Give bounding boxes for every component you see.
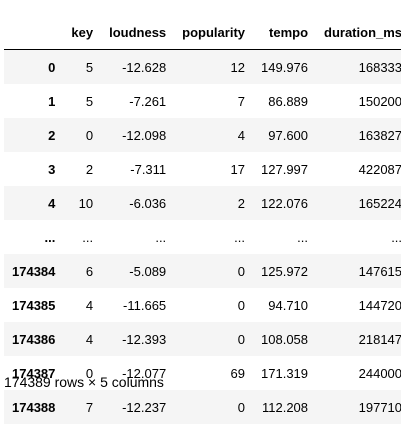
column-header-tempo: tempo	[253, 16, 316, 50]
column-header-popularity: popularity	[174, 16, 253, 50]
row-index: 174388	[4, 390, 63, 424]
table-cell: 2	[174, 186, 253, 220]
row-index: ...	[4, 220, 63, 254]
row-index: 174385	[4, 288, 63, 322]
table-cell: -12.098	[101, 118, 174, 152]
table-cell: 2	[63, 152, 101, 186]
row-index: 174386	[4, 322, 63, 356]
table-cell: 108.058	[253, 322, 316, 356]
table-cell: 163827	[316, 118, 401, 152]
table-cell: 69	[174, 356, 253, 390]
row-index: 0	[4, 50, 63, 85]
table-cell: -5.089	[101, 254, 174, 288]
table-cell: ...	[316, 220, 401, 254]
table-cell: 17	[174, 152, 253, 186]
table-cell: 4	[63, 288, 101, 322]
table-cell: 112.208	[253, 390, 316, 424]
table-cell: 197710	[316, 390, 401, 424]
table-cell: -12.237	[101, 390, 174, 424]
table-cell: 5	[63, 50, 101, 85]
table-cell: 97.600	[253, 118, 316, 152]
table-cell: 171.319	[253, 356, 316, 390]
table-cell: 0	[174, 288, 253, 322]
table-cell: 4	[63, 322, 101, 356]
table-cell: ...	[253, 220, 316, 254]
table-cell: 150200	[316, 84, 401, 118]
dataframe-shape-label: 174389 rows × 5 columns	[4, 374, 164, 390]
row-index: 2	[4, 118, 63, 152]
table-cell: ...	[174, 220, 253, 254]
table-cell: -12.393	[101, 322, 174, 356]
table-cell: 149.976	[253, 50, 316, 85]
table-cell: 7	[174, 84, 253, 118]
table-cell: 10	[63, 186, 101, 220]
row-index: 174384	[4, 254, 63, 288]
table-cell: 218147	[316, 322, 401, 356]
table-cell: 0	[174, 390, 253, 424]
header-row: key loudness popularity tempo duration_m…	[4, 16, 401, 50]
table-cell: 0	[174, 254, 253, 288]
column-header-duration-ms: duration_ms	[316, 16, 401, 50]
table-header: key loudness popularity tempo duration_m…	[4, 16, 401, 50]
table-cell: -12.628	[101, 50, 174, 85]
table-cell: 147615	[316, 254, 401, 288]
table-cell: ...	[101, 220, 174, 254]
index-header	[4, 16, 63, 50]
table-cell: 7	[63, 390, 101, 424]
table-cell: 244000	[316, 356, 401, 390]
table-cell: -11.665	[101, 288, 174, 322]
table-cell: 0	[63, 118, 101, 152]
row-index: 3	[4, 152, 63, 186]
table-cell: 422087	[316, 152, 401, 186]
table-cell: 168333	[316, 50, 401, 85]
table-cell: -6.036	[101, 186, 174, 220]
dataframe-table: key loudness popularity tempo duration_m…	[4, 16, 401, 424]
table-cell: 125.972	[253, 254, 316, 288]
table-cell: 122.076	[253, 186, 316, 220]
table-cell: 127.997	[253, 152, 316, 186]
table-cell: 12	[174, 50, 253, 85]
table-cell: 86.889	[253, 84, 316, 118]
table-cell: 5	[63, 84, 101, 118]
table-cell: -7.261	[101, 84, 174, 118]
table-cell: 94.710	[253, 288, 316, 322]
table-cell: 144720	[316, 288, 401, 322]
dataframe-output: key loudness popularity tempo duration_m…	[4, 16, 401, 424]
row-index: 4	[4, 186, 63, 220]
column-header-key: key	[63, 16, 101, 50]
column-header-loudness: loudness	[101, 16, 174, 50]
table-cell: 165224	[316, 186, 401, 220]
table-cell: 6	[63, 254, 101, 288]
table-row: ..................	[4, 220, 401, 254]
table-cell: ...	[63, 220, 101, 254]
table-cell: 4	[174, 118, 253, 152]
table-cell: -7.311	[101, 152, 174, 186]
table-cell: 0	[174, 322, 253, 356]
row-index: 1	[4, 84, 63, 118]
